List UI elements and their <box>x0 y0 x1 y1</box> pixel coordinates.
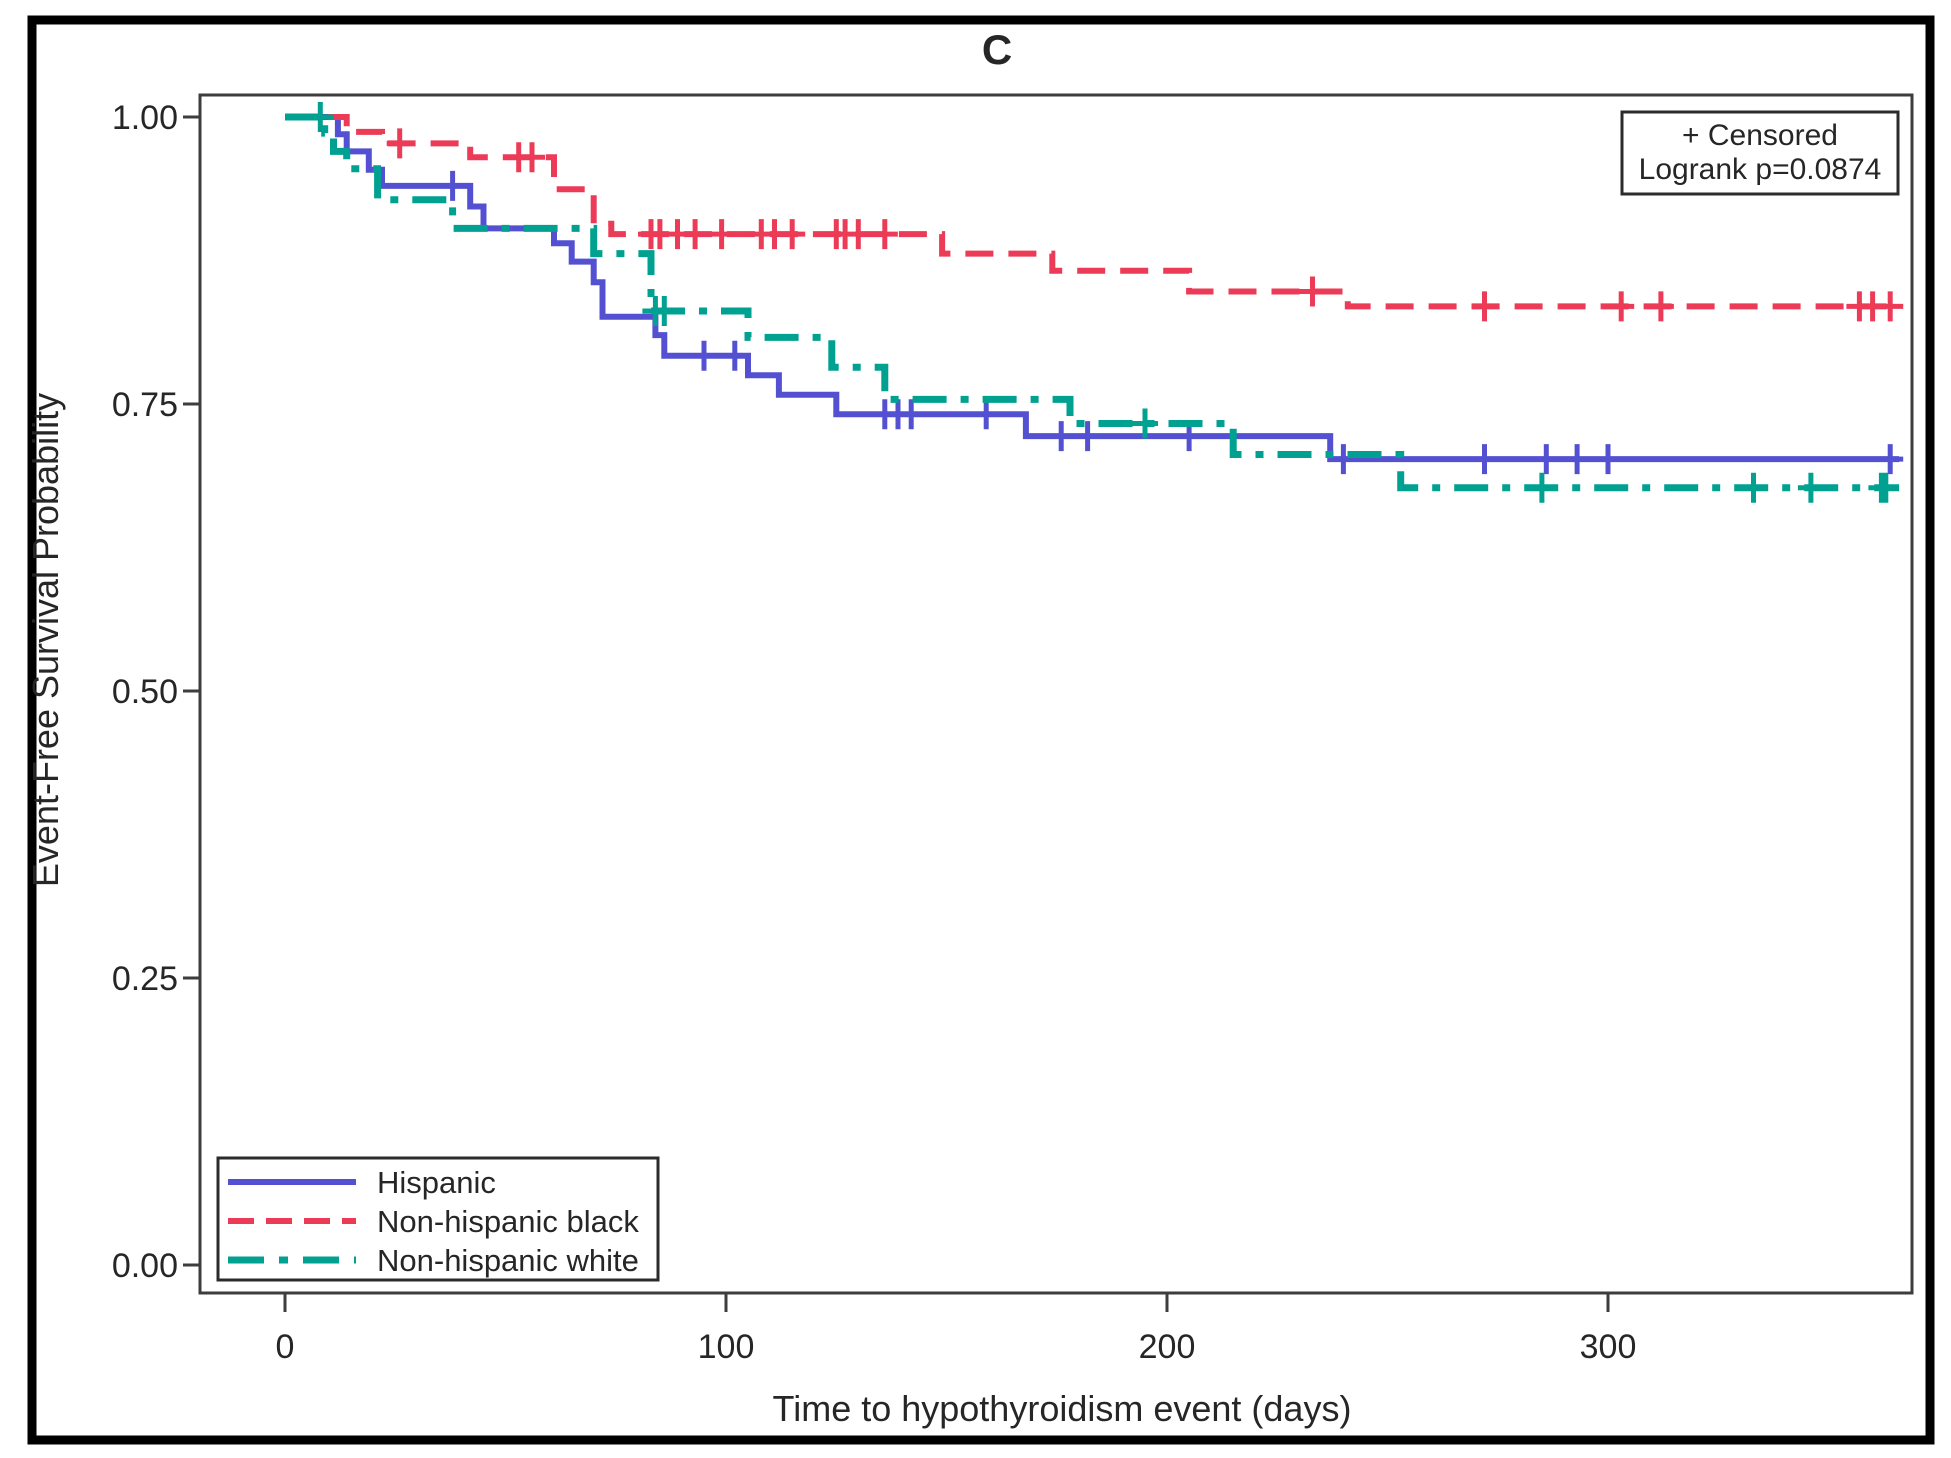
annotation-box <box>1620 110 1900 196</box>
y-axis-title: Event-Free Survival Probability <box>25 393 66 887</box>
legend-label-non-hispanic-black: Non-hispanic black <box>377 1204 639 1239</box>
figure-border <box>27 15 1935 1445</box>
series-line-hispanic <box>285 114 1900 463</box>
censored-note: + Censored <box>1682 119 1838 152</box>
y-axis-tick-label: 0.00 <box>112 1247 178 1285</box>
y-axis-tick-label: 0.50 <box>112 673 178 711</box>
x-axis-tick-label: 100 <box>698 1328 755 1366</box>
censor-marks-hispanic <box>439 170 1904 475</box>
panel-title: C <box>982 26 1012 73</box>
x-axis-tick-label: 300 <box>1580 1328 1637 1366</box>
y-axis-tick-label: 0.75 <box>112 386 178 424</box>
x-axis-title: Time to hypothyroidism event (days) <box>773 1388 1352 1429</box>
legend: Hispanic Non-hispanic black Non-hispanic… <box>216 1156 660 1282</box>
x-axis-tick-label: 200 <box>1139 1328 1196 1366</box>
y-axis-tick-label: 0.25 <box>112 960 178 998</box>
axis-ticks: 0 100 200 300 1.00 0.75 0.50 0.25 0.00 <box>112 99 1637 1366</box>
legend-label-non-hispanic-white: Non-hispanic white <box>377 1243 639 1278</box>
annotation-box-group: + Censored Logrank p=0.0874 <box>1620 110 1900 196</box>
plot-area-frame <box>198 93 1914 1295</box>
legend-label-hispanic: Hispanic <box>377 1165 496 1200</box>
x-axis-tick-label: 0 <box>276 1328 295 1366</box>
y-axis-tick-label: 1.00 <box>112 99 178 137</box>
survival-curves <box>285 102 1904 503</box>
logrank-note: Logrank p=0.0874 <box>1639 153 1882 186</box>
censor-marks-non-hispanic-black <box>386 128 1904 322</box>
censor-marks-non-hispanic-white <box>307 102 1899 503</box>
